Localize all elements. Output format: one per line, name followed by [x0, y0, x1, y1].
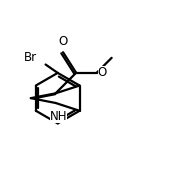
- Text: O: O: [98, 66, 107, 79]
- Text: NH: NH: [50, 110, 67, 122]
- Text: O: O: [58, 35, 68, 49]
- Text: Br: Br: [24, 51, 37, 64]
